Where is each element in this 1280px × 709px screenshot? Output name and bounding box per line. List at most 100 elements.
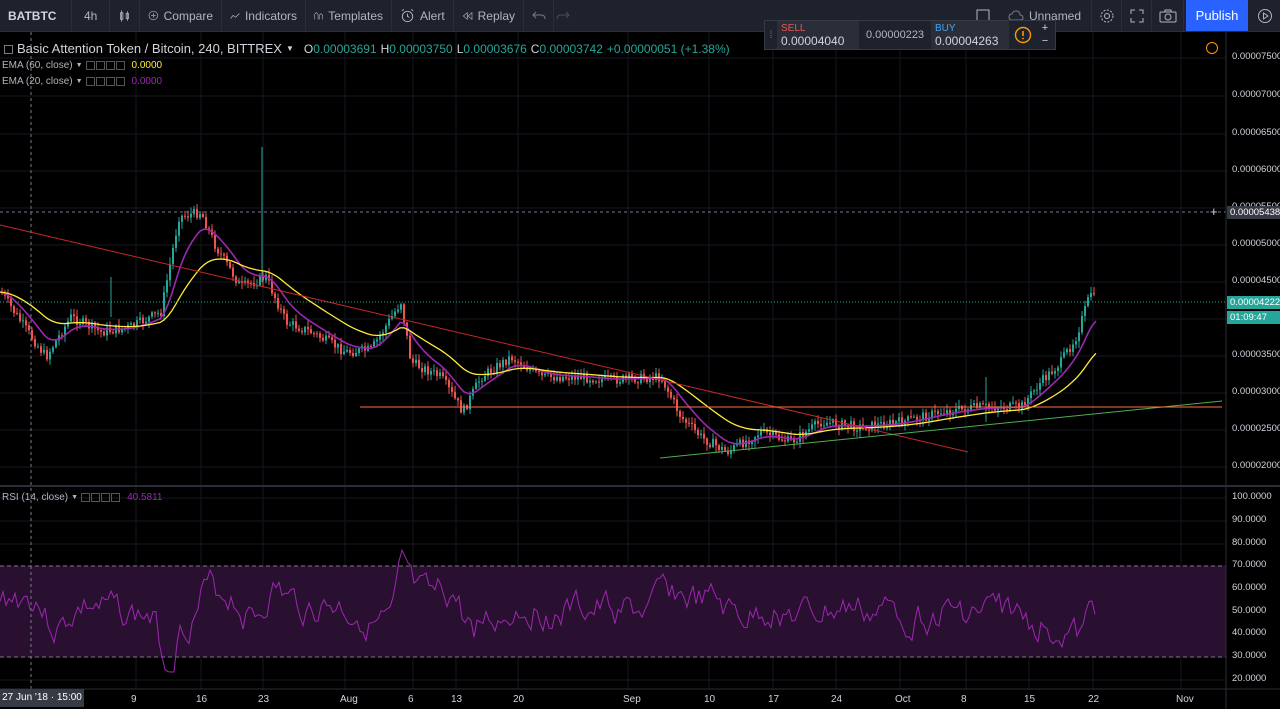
candle-body (634, 377, 636, 383)
sell-button[interactable]: SELL 0.00004040 (777, 21, 859, 49)
candle-body (700, 433, 702, 436)
plus-button[interactable]: + (1041, 22, 1049, 34)
candle-body (646, 378, 648, 383)
spread-value: 0.00000223 (865, 29, 925, 41)
candle-body (1036, 389, 1038, 391)
candle-body (148, 316, 150, 322)
fullscreen-button[interactable] (1122, 0, 1152, 31)
replay-label: Replay (477, 8, 515, 23)
quantity-stepper[interactable]: + − (1037, 21, 1053, 49)
candle-body (403, 304, 405, 323)
indicator-value: 0.0000 (131, 60, 163, 71)
high-value: 0.00003750 (389, 41, 453, 56)
alert-button[interactable]: Alert (392, 0, 454, 31)
candle-body (931, 410, 933, 419)
indicator-menu-icon[interactable]: ▼ (75, 78, 83, 85)
indicator-menu-icon[interactable]: ▼ (71, 494, 79, 501)
candle-body (448, 379, 450, 388)
candle-body (685, 419, 687, 423)
candle-body (1078, 332, 1080, 342)
candle-body (346, 350, 348, 352)
candle-body (1087, 297, 1089, 307)
red-trendline (0, 224, 969, 453)
candle-body (286, 313, 288, 325)
candle-body (460, 400, 462, 413)
candle-body (430, 371, 432, 375)
indicator-rsi[interactable]: RSI (14, close) ▼ 40.5811 (2, 492, 162, 503)
rsi-tick-label: 70.0000 (1232, 559, 1267, 570)
candle-body (1066, 349, 1068, 353)
open-value: 0.00003691 (313, 41, 377, 56)
candle-body (424, 366, 426, 373)
candle-body (442, 372, 444, 377)
candle-body (526, 367, 528, 371)
indicators-button[interactable]: Indicators (222, 0, 306, 31)
indicator-ema-20[interactable]: EMA (20, close) ▼ 0.0000 (2, 76, 162, 87)
candle-body (154, 312, 156, 314)
indicator-menu-icon[interactable]: ▼ (75, 62, 83, 69)
candle-body (142, 317, 144, 324)
snapshot-button[interactable] (1152, 0, 1184, 31)
candle-body (358, 348, 360, 354)
candle-body (70, 314, 72, 322)
candle-body (1063, 352, 1065, 358)
collapse-icon[interactable] (4, 45, 13, 54)
info-icon[interactable] (1206, 42, 1218, 54)
layout-name-button[interactable]: Unnamed (1000, 0, 1092, 31)
crosshair-add-icon[interactable]: + (1210, 204, 1218, 219)
candle-body (841, 420, 843, 429)
indicator-ema-60[interactable]: EMA (60, close) ▼ 0.0000 (2, 60, 162, 71)
candle-body (1084, 306, 1086, 316)
candle-body (1018, 403, 1020, 409)
indicator-controls[interactable] (85, 61, 125, 70)
candle-body (31, 330, 33, 340)
chart-type-button[interactable] (110, 0, 140, 31)
candle-body (649, 377, 651, 383)
candle-body (436, 370, 438, 376)
interval-button[interactable]: 4h (76, 0, 110, 31)
replay-button[interactable]: Replay (454, 0, 524, 31)
candle-body (445, 376, 447, 380)
compare-label: Compare (163, 8, 213, 23)
candle-body (520, 362, 522, 367)
buy-button[interactable]: BUY 0.00004263 (931, 21, 1009, 49)
series-legend: Basic Attention Token / Bitcoin, 240, BI… (4, 41, 730, 56)
price-chart[interactable] (0, 32, 1280, 709)
candle-body (1075, 341, 1077, 345)
drag-handle-icon[interactable]: ⁞ (769, 29, 773, 41)
candle-body (1081, 315, 1083, 333)
candle-body (682, 416, 684, 420)
warning-button[interactable] (1009, 21, 1037, 49)
candle-body (1021, 402, 1023, 409)
candle-body (637, 382, 639, 384)
candle-body (868, 429, 870, 431)
candle-body (670, 391, 672, 398)
settings-button[interactable] (1092, 0, 1122, 31)
series-menu-icon[interactable]: ▼ (285, 44, 294, 53)
indicator-controls[interactable] (81, 493, 121, 502)
redo-button[interactable] (548, 0, 578, 31)
candle-body (475, 382, 477, 389)
candle-body (946, 410, 948, 415)
green-trendline (659, 400, 1223, 459)
candle-body (820, 423, 822, 427)
candle-body (280, 308, 282, 310)
candles-icon (120, 9, 129, 22)
candle-body (556, 377, 558, 381)
minus-button[interactable]: − (1041, 35, 1049, 47)
symbol-search-button[interactable]: BATBTC (0, 0, 72, 31)
candle-body (538, 371, 540, 373)
templates-button[interactable]: Templates (306, 0, 392, 31)
compare-button[interactable]: Compare (140, 0, 222, 31)
series-title[interactable]: Basic Attention Token / Bitcoin, 240, BI… (17, 41, 282, 56)
publish-button[interactable]: Publish (1186, 0, 1248, 31)
candle-body (1048, 371, 1050, 380)
candle-body (7, 295, 9, 299)
ema-60-line (0, 258, 1097, 436)
candle-body (667, 387, 669, 392)
indicator-controls[interactable] (85, 77, 125, 86)
play-button[interactable] (1250, 0, 1280, 31)
publish-label: Publish (1195, 8, 1239, 23)
undo-button[interactable] (524, 0, 554, 31)
candle-body (1024, 402, 1026, 407)
